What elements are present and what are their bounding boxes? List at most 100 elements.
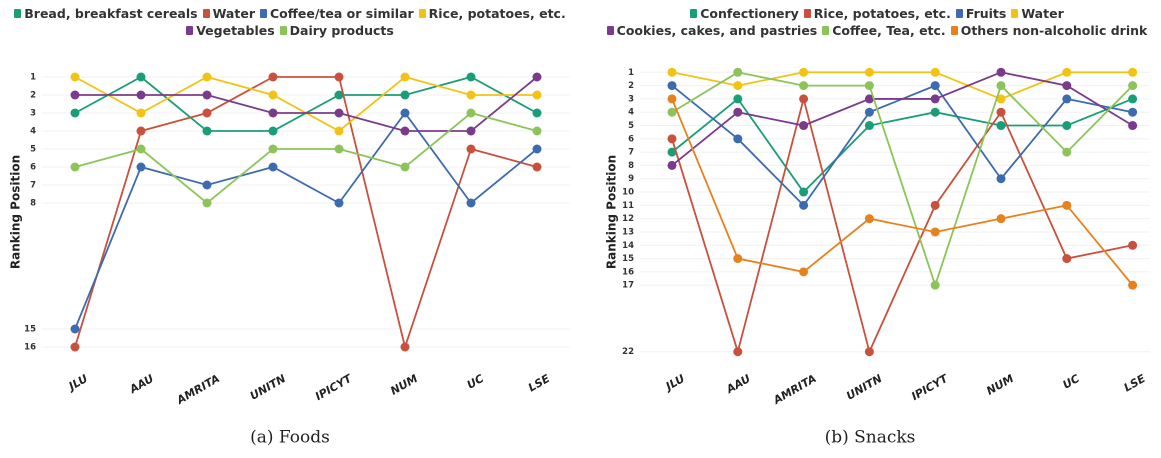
x-tick-label: NUM: [984, 372, 1016, 398]
y-tick-label: 8: [30, 199, 36, 209]
y-tick-label: 6: [628, 134, 634, 144]
y-tick-label: 7: [30, 181, 36, 191]
data-point: [1062, 200, 1072, 210]
legend-swatch: [955, 9, 963, 18]
data-point: [400, 108, 410, 118]
data-point: [733, 67, 743, 77]
data-point: [799, 121, 809, 131]
x-tick-label: AAU: [723, 372, 752, 397]
data-point: [930, 81, 940, 91]
data-point: [1128, 94, 1138, 104]
legend-label: Cookies, cakes, and pastries: [616, 23, 818, 38]
series-line: [671, 95, 1133, 355]
data-point: [268, 90, 278, 100]
y-tick-label: 15: [622, 254, 634, 264]
data-point: [930, 227, 940, 237]
data-point: [996, 81, 1006, 91]
data-point: [996, 107, 1006, 117]
data-point: [532, 126, 542, 136]
legend-item: Fruits: [955, 6, 1006, 21]
y-axis-label: Ranking Position: [9, 155, 23, 269]
caption: (a) Foods: [250, 428, 330, 448]
y-tick-label: 12: [622, 214, 634, 224]
data-point: [400, 342, 410, 352]
data-point: [202, 198, 212, 208]
data-point: [733, 107, 743, 117]
data-point: [667, 107, 677, 117]
data-point: [202, 180, 212, 190]
data-point: [334, 108, 344, 118]
legend-swatch: [690, 9, 698, 18]
legend-label: Bread, breakfast cereals: [24, 6, 198, 21]
data-point: [864, 347, 874, 357]
series-line: [74, 76, 537, 133]
data-point: [466, 198, 476, 208]
legend-swatch: [606, 26, 614, 35]
legend: Confectionery Rice, potatoes, etc. Fruits W…: [597, 6, 1157, 38]
data-point: [532, 90, 542, 100]
data-point: [466, 108, 476, 118]
y-tick-label: 15: [24, 325, 36, 335]
data-point: [996, 121, 1006, 131]
legend-label: Vegetables: [196, 23, 275, 38]
data-point: [1128, 107, 1138, 117]
x-tick-label: AMRITA: [174, 372, 222, 407]
data-point: [799, 267, 809, 277]
series-line: [671, 98, 1134, 286]
data-point: [70, 162, 80, 172]
legend-item: Water: [1011, 6, 1064, 21]
data-point: [334, 72, 344, 82]
legend-item: Vegetables: [186, 23, 275, 38]
data-point: [667, 67, 677, 77]
data-point: [334, 126, 344, 136]
data-point: [864, 107, 874, 117]
data-point: [996, 94, 1006, 104]
legend-swatch: [950, 26, 958, 35]
data-point: [930, 94, 940, 104]
y-tick-label: 9: [628, 174, 634, 184]
legend-item: Coffee/tea or similar: [260, 6, 414, 21]
series-line: [671, 71, 1134, 167]
y-tick-label: 10: [622, 188, 634, 198]
data-point: [667, 134, 677, 144]
data-point: [1062, 254, 1072, 264]
legend-item: Cookies, cakes, and pastries: [606, 23, 818, 38]
data-point: [799, 94, 809, 104]
data-point: [733, 347, 743, 357]
data-point: [996, 67, 1006, 77]
caption: (b) Snacks: [825, 428, 916, 448]
legend-label: Coffee, Tea, etc.: [832, 23, 946, 38]
y-tick-label: 22: [622, 347, 634, 357]
data-point: [733, 134, 743, 144]
data-point: [667, 147, 677, 157]
legend-item: Water: [202, 6, 255, 21]
data-point: [136, 108, 146, 118]
legend-swatch: [279, 26, 287, 35]
x-tick-label: IPICYT: [909, 371, 951, 403]
data-point: [930, 200, 940, 210]
x-tick-label: UC: [1061, 372, 1082, 392]
series-line: [671, 71, 1133, 100]
y-tick-label: 16: [24, 343, 36, 353]
data-point: [136, 144, 146, 154]
data-point: [1062, 81, 1072, 91]
x-tick-label: AMRITA: [770, 372, 818, 407]
legend-swatch: [1011, 9, 1019, 18]
data-point: [532, 162, 542, 172]
data-point: [799, 187, 809, 197]
data-point: [930, 107, 940, 117]
data-point: [1062, 147, 1072, 157]
y-tick-label: 1: [628, 68, 634, 78]
legend-item: Confectionery: [690, 6, 799, 21]
data-point: [334, 144, 344, 154]
data-point: [400, 90, 410, 100]
data-point: [268, 162, 278, 172]
series-line: [74, 112, 538, 205]
x-tick-label: JLU: [65, 372, 90, 394]
x-tick-label: JLU: [662, 372, 687, 394]
data-point: [1128, 81, 1138, 91]
legend-label: Water: [212, 6, 255, 21]
x-tick-label: AAU: [127, 372, 156, 397]
legend-label: Coffee/tea or similar: [270, 6, 414, 21]
data-point: [864, 214, 874, 224]
